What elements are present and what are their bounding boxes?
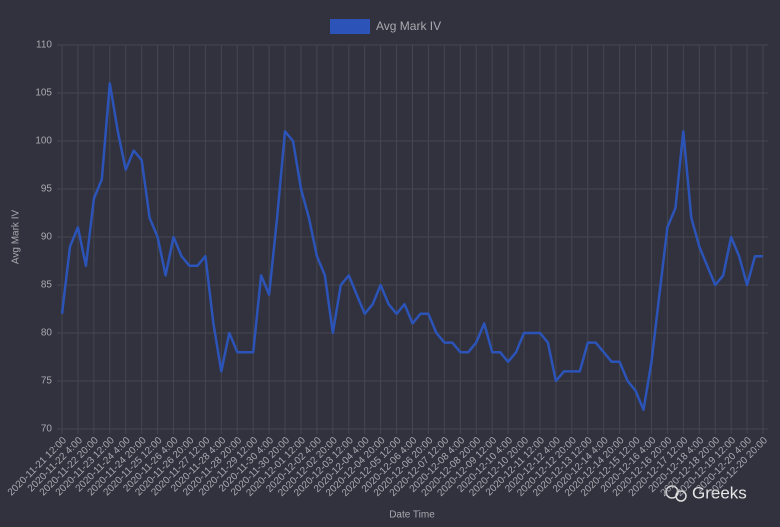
y-tick-label: 75: [41, 376, 53, 387]
watermark: Greeks: [692, 483, 747, 502]
x-axis-label: Date Time: [389, 510, 435, 521]
line: [60, 82, 763, 412]
y-tick-label: 80: [41, 328, 53, 339]
legend-swatch[interactable]: [330, 19, 370, 34]
y-tick-label: 110: [36, 40, 52, 51]
y-tick-label: 70: [41, 424, 53, 435]
y-tick-label: 85: [41, 280, 53, 291]
watermark-icon: [675, 490, 687, 502]
y-tick-label: 95: [41, 184, 53, 195]
y-tick-label: 90: [41, 232, 53, 243]
y-tick-label: 105: [35, 88, 52, 99]
legend-label[interactable]: Avg Mark IV: [376, 19, 441, 33]
y-tick-label: 100: [35, 136, 52, 147]
y-axis-label: Avg Mark IV: [11, 210, 22, 265]
